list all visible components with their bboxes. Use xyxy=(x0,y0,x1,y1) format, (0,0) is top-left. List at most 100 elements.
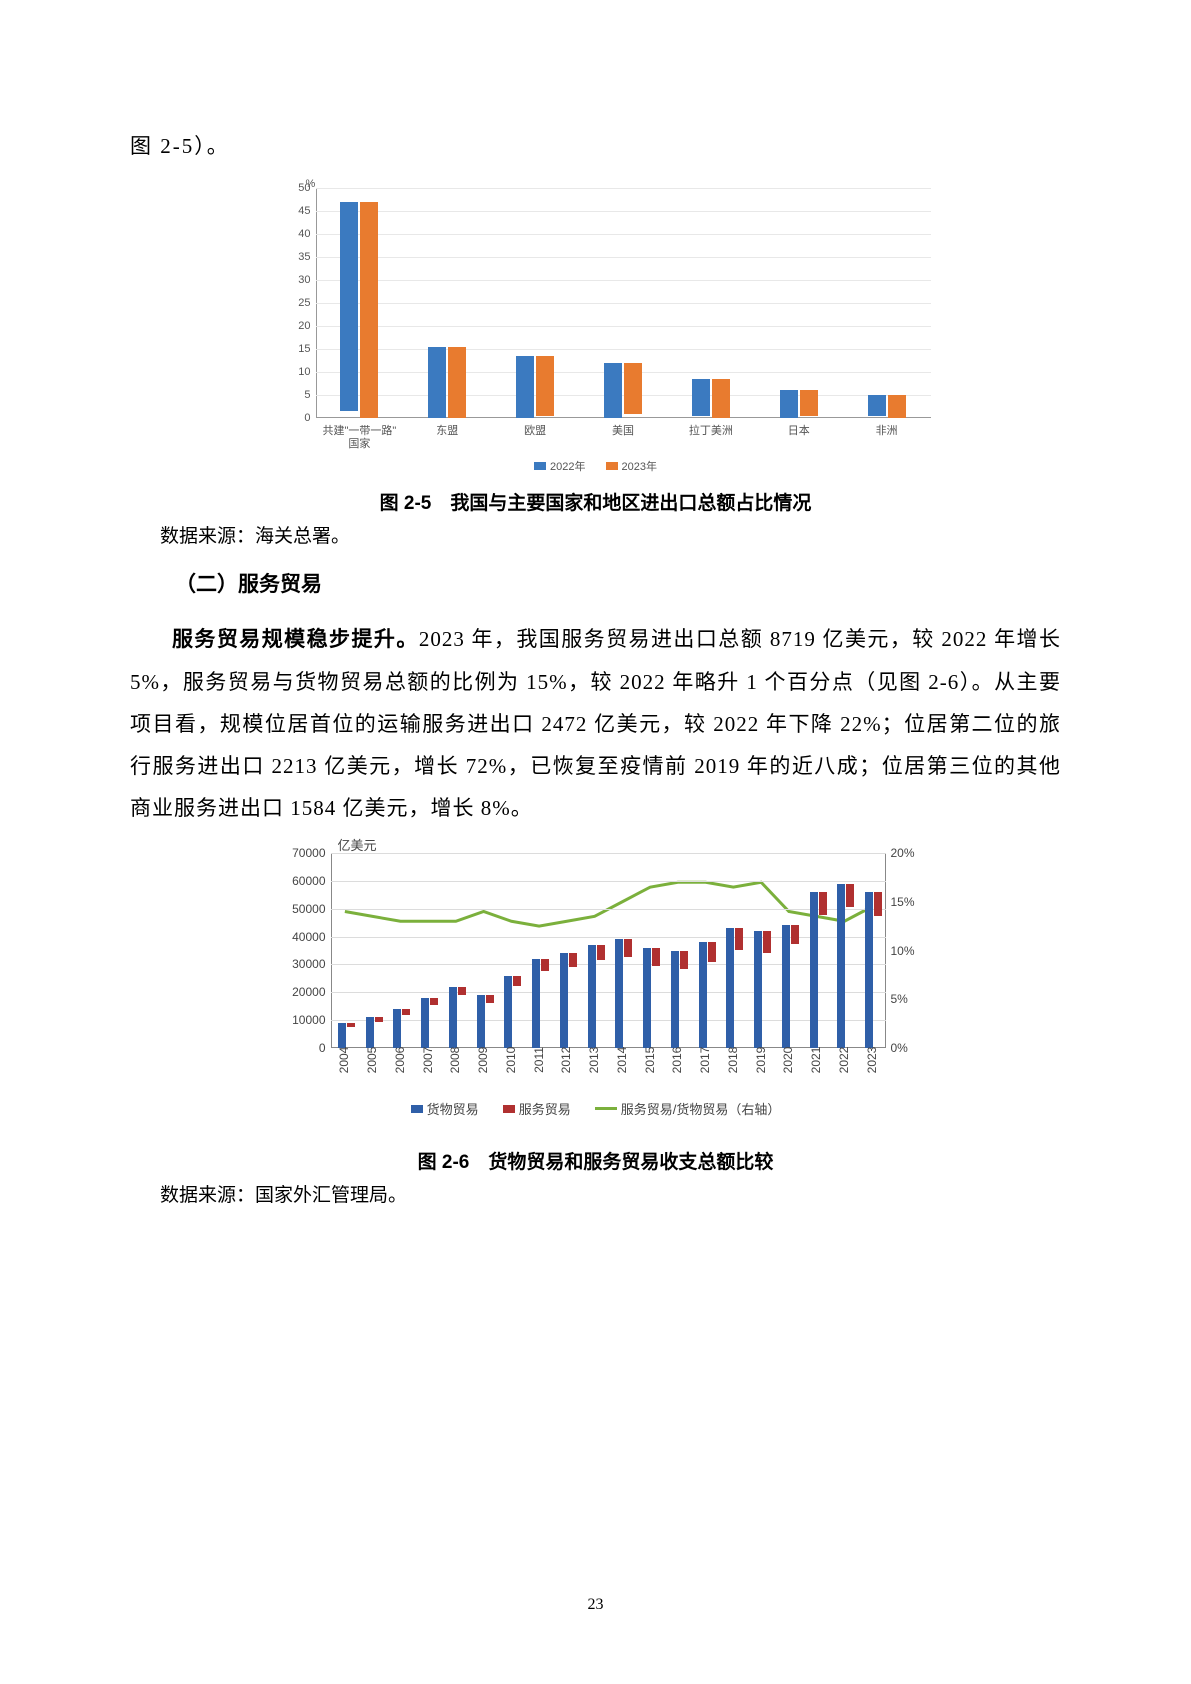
chart1-ytick-label: 30 xyxy=(286,274,311,286)
chart1-bar xyxy=(868,395,886,416)
chart2-bar xyxy=(486,995,494,1003)
chart1-ytick-label: 10 xyxy=(286,366,311,378)
chart1-ytick-label: 25 xyxy=(286,297,311,309)
chart2-bar xyxy=(791,925,799,944)
chart2-bar xyxy=(865,892,873,1048)
chart2-xlabel: 2019 xyxy=(754,1040,768,1080)
chart2-bar-group xyxy=(723,928,747,1048)
chart2-ytick-left: 10000 xyxy=(281,1013,326,1027)
chart2-bar xyxy=(347,1023,355,1027)
chart2-xlabel: 2021 xyxy=(809,1040,823,1080)
legend-label-goods: 货物贸易 xyxy=(427,1099,479,1118)
chart2-bar-group xyxy=(556,953,580,1048)
legend-swatch-2023 xyxy=(606,462,618,470)
chart2-gridline xyxy=(331,881,886,882)
chart2-bar xyxy=(671,951,679,1049)
chart2-xlabel: 2016 xyxy=(670,1040,684,1080)
chart1-ytick-label: 15 xyxy=(286,343,311,355)
chart1-gridline xyxy=(316,303,931,304)
chart2-ytick-right: 10% xyxy=(891,944,931,958)
service-trade-paragraph: 服务贸易规模稳步提升。2023 年，我国服务贸易进出口总额 8719 亿美元，较… xyxy=(130,618,1061,829)
chart2-ytick-right: 20% xyxy=(891,846,931,860)
chart1-bar xyxy=(800,390,818,415)
chart2-xlabel: 2018 xyxy=(726,1040,740,1080)
chart2-bar xyxy=(458,987,466,996)
legend-label-ratio: 服务贸易/货物贸易（右轴） xyxy=(621,1099,781,1118)
chart2-bar xyxy=(754,931,762,1048)
chart2-bar-group xyxy=(501,976,525,1048)
chart1-bar xyxy=(536,356,554,416)
chart1-ytick-label: 40 xyxy=(286,228,311,240)
chart-2-5: % 2022年 2023年 05101520253035404550共建"一带一… xyxy=(246,180,946,470)
chart1-xlabel: 日本 xyxy=(759,425,839,438)
chart2-y-unit: 亿美元 xyxy=(338,835,377,854)
chart2-bar xyxy=(652,948,660,966)
chart2-bar xyxy=(513,976,521,986)
chart2-bar-group xyxy=(640,948,664,1048)
chart2-xlabel: 2011 xyxy=(532,1040,546,1080)
chart1-xlabel: 欧盟 xyxy=(495,425,575,438)
chart2-ytick-left: 20000 xyxy=(281,985,326,999)
chart1-bar xyxy=(360,202,378,418)
chart2-bar xyxy=(504,976,512,1048)
chart1-ytick-label: 45 xyxy=(286,205,311,217)
page-number: 23 xyxy=(0,1596,1191,1614)
chart2-xlabel: 2004 xyxy=(337,1040,351,1080)
chart2-ytick-left: 0 xyxy=(281,1041,326,1055)
chart2-gridline xyxy=(331,853,886,854)
chart2-bar xyxy=(597,945,605,960)
chart1-gridline xyxy=(316,349,931,350)
chart1-bar xyxy=(780,390,798,418)
chart1-bar xyxy=(428,347,446,418)
chart2-legend-ratio: 服务贸易/货物贸易（右轴） xyxy=(595,1099,781,1118)
chart1-gridline xyxy=(316,211,931,212)
chart1-bar xyxy=(692,379,710,416)
chart1-xlabel: 非洲 xyxy=(847,425,927,438)
chart2-xlabel: 2020 xyxy=(781,1040,795,1080)
para-body-text: 2023 年，我国服务贸易进出口总额 8719 亿美元，较 2022 年增长 5… xyxy=(130,627,1061,820)
chart1-xlabel: 共建"一带一路"国家 xyxy=(319,425,399,451)
chart2-bar xyxy=(708,942,716,962)
chart1-bar xyxy=(712,379,730,418)
chart2-bar-group xyxy=(806,892,830,1048)
chart1-bar-group xyxy=(867,395,907,418)
chart2-bar xyxy=(624,939,632,957)
figure-2-6-source: 数据来源：国家外汇管理局。 xyxy=(130,1180,1061,1207)
chart1-bar xyxy=(888,395,906,418)
chart2-bar-group xyxy=(584,945,608,1048)
chart1-bar-group xyxy=(427,347,467,418)
chart2-bar xyxy=(375,1017,383,1022)
chart1-xlabel: 东盟 xyxy=(407,425,487,438)
chart2-bar-group xyxy=(695,942,719,1048)
chart2-bar xyxy=(402,1009,410,1015)
legend-swatch-services xyxy=(503,1105,515,1113)
chart2-bar xyxy=(782,925,790,1048)
top-reference-text: 图 2-5）。 xyxy=(130,130,1061,160)
chart2-legend-services: 服务贸易 xyxy=(503,1099,571,1118)
chart1-gridline xyxy=(316,280,931,281)
chart1-gridline xyxy=(316,234,931,235)
chart2-xlabel: 2007 xyxy=(421,1040,435,1080)
chart2-xlabel: 2010 xyxy=(504,1040,518,1080)
chart1-bar xyxy=(604,363,622,418)
chart2-bar-group xyxy=(862,892,886,1048)
figure-2-6-caption: 图 2-6 货物贸易和服务贸易收支总额比较 xyxy=(130,1147,1061,1174)
chart2-legend: 货物贸易 服务贸易 服务贸易/货物贸易（右轴） xyxy=(256,1099,936,1118)
chart1-gridline xyxy=(316,188,931,189)
chart2-bar xyxy=(837,884,845,1048)
chart1-ytick-label: 35 xyxy=(286,251,311,263)
legend-swatch-2022 xyxy=(534,462,546,470)
chart2-bar xyxy=(680,951,688,970)
chart2-xlabel: 2023 xyxy=(865,1040,879,1080)
chart2-bar-group xyxy=(778,925,802,1048)
chart2-ytick-right: 5% xyxy=(891,992,931,1006)
chart2-bar xyxy=(874,892,882,916)
chart1-gridline xyxy=(316,326,931,327)
chart2-bar xyxy=(810,892,818,1048)
chart2-ytick-right: 15% xyxy=(891,895,931,909)
chart2-bar xyxy=(763,931,771,953)
chart2-ytick-left: 60000 xyxy=(281,874,326,888)
chart1-bar-group xyxy=(515,356,555,418)
figure-2-5-caption: 图 2-5 我国与主要国家和地区进出口总额占比情况 xyxy=(130,488,1061,515)
chart2-bar-group xyxy=(751,931,775,1048)
